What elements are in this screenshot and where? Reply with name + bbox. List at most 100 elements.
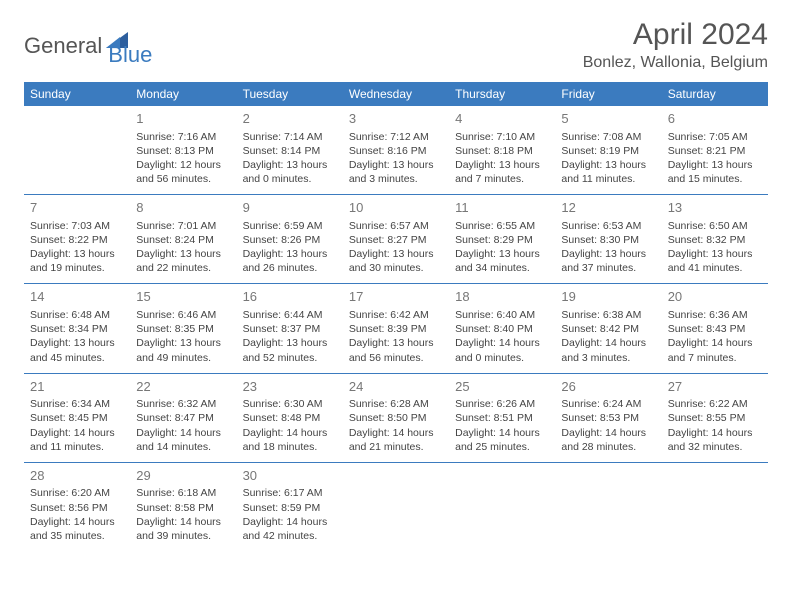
day-number: 9 (243, 199, 337, 217)
sunset-text: Sunset: 8:24 PM (136, 233, 230, 247)
day-number: 1 (136, 110, 230, 128)
sunrise-text: Sunrise: 6:36 AM (668, 308, 762, 322)
day-number: 24 (349, 378, 443, 396)
calendar-row: 1Sunrise: 7:16 AMSunset: 8:13 PMDaylight… (24, 106, 768, 195)
day-number: 5 (561, 110, 655, 128)
sunset-text: Sunset: 8:16 PM (349, 144, 443, 158)
daylight2-text: and 19 minutes. (30, 261, 124, 275)
daylight2-text: and 0 minutes. (455, 351, 549, 365)
day-number: 2 (243, 110, 337, 128)
daylight1-text: Daylight: 13 hours (243, 336, 337, 350)
daylight1-text: Daylight: 14 hours (243, 426, 337, 440)
calendar-cell: 16Sunrise: 6:44 AMSunset: 8:37 PMDayligh… (237, 284, 343, 373)
sunset-text: Sunset: 8:29 PM (455, 233, 549, 247)
calendar-cell: 15Sunrise: 6:46 AMSunset: 8:35 PMDayligh… (130, 284, 236, 373)
logo-text-blue: Blue (108, 42, 152, 68)
calendar-cell: 13Sunrise: 6:50 AMSunset: 8:32 PMDayligh… (662, 195, 768, 284)
day-number: 30 (243, 467, 337, 485)
daylight2-text: and 37 minutes. (561, 261, 655, 275)
daylight1-text: Daylight: 14 hours (30, 515, 124, 529)
day-number: 19 (561, 288, 655, 306)
weekday-header: Tuesday (237, 82, 343, 106)
sunrise-text: Sunrise: 6:17 AM (243, 486, 337, 500)
calendar-cell: 28Sunrise: 6:20 AMSunset: 8:56 PMDayligh… (24, 462, 130, 551)
daylight2-text: and 22 minutes. (136, 261, 230, 275)
day-number: 13 (668, 199, 762, 217)
daylight2-text: and 42 minutes. (243, 529, 337, 543)
sunrise-text: Sunrise: 6:53 AM (561, 219, 655, 233)
title-block: April 2024 Bonlez, Wallonia, Belgium (583, 18, 768, 72)
calendar-cell: 17Sunrise: 6:42 AMSunset: 8:39 PMDayligh… (343, 284, 449, 373)
day-number: 20 (668, 288, 762, 306)
calendar-cell: 20Sunrise: 6:36 AMSunset: 8:43 PMDayligh… (662, 284, 768, 373)
sunrise-text: Sunrise: 6:30 AM (243, 397, 337, 411)
daylight2-text: and 11 minutes. (561, 172, 655, 186)
sunset-text: Sunset: 8:21 PM (668, 144, 762, 158)
calendar-cell: 25Sunrise: 6:26 AMSunset: 8:51 PMDayligh… (449, 373, 555, 462)
sunset-text: Sunset: 8:19 PM (561, 144, 655, 158)
sunset-text: Sunset: 8:40 PM (455, 322, 549, 336)
calendar-cell: 5 Sunrise: 7:08 AMSunset: 8:19 PMDaylight… (555, 106, 661, 195)
sunrise-text: Sunrise: 6:22 AM (668, 397, 762, 411)
sunset-text: Sunset: 8:18 PM (455, 144, 549, 158)
daylight1-text: Daylight: 13 hours (349, 158, 443, 172)
calendar-cell: 24Sunrise: 6:28 AMSunset: 8:50 PMDayligh… (343, 373, 449, 462)
sunrise-text: Sunrise: 6:28 AM (349, 397, 443, 411)
weekday-header: Saturday (662, 82, 768, 106)
daylight1-text: Daylight: 14 hours (30, 426, 124, 440)
daylight2-text: and 26 minutes. (243, 261, 337, 275)
calendar-cell: 26Sunrise: 6:24 AMSunset: 8:53 PMDayligh… (555, 373, 661, 462)
sunrise-text: Sunrise: 6:20 AM (30, 486, 124, 500)
calendar-cell (343, 462, 449, 551)
daylight1-text: Daylight: 14 hours (243, 515, 337, 529)
calendar-table: Sunday Monday Tuesday Wednesday Thursday… (24, 82, 768, 551)
day-number: 21 (30, 378, 124, 396)
sunset-text: Sunset: 8:51 PM (455, 411, 549, 425)
calendar-cell: 4Sunrise: 7:10 AMSunset: 8:18 PMDaylight… (449, 106, 555, 195)
sunset-text: Sunset: 8:22 PM (30, 233, 124, 247)
calendar-row: 21Sunrise: 6:34 AMSunset: 8:45 PMDayligh… (24, 373, 768, 462)
daylight2-text: and 56 minutes. (349, 351, 443, 365)
sunset-text: Sunset: 8:14 PM (243, 144, 337, 158)
daylight1-text: Daylight: 14 hours (668, 426, 762, 440)
daylight2-text: and 52 minutes. (243, 351, 337, 365)
sunset-text: Sunset: 8:30 PM (561, 233, 655, 247)
daylight2-text: and 49 minutes. (136, 351, 230, 365)
sunset-text: Sunset: 8:42 PM (561, 322, 655, 336)
sunset-text: Sunset: 8:55 PM (668, 411, 762, 425)
daylight1-text: Daylight: 14 hours (136, 426, 230, 440)
day-number: 12 (561, 199, 655, 217)
sunrise-text: Sunrise: 6:57 AM (349, 219, 443, 233)
sunrise-text: Sunrise: 7:08 AM (561, 130, 655, 144)
sunset-text: Sunset: 8:59 PM (243, 501, 337, 515)
sunset-text: Sunset: 8:32 PM (668, 233, 762, 247)
calendar-cell: 7Sunrise: 7:03 AMSunset: 8:22 PMDaylight… (24, 195, 130, 284)
daylight1-text: Daylight: 13 hours (561, 247, 655, 261)
calendar-cell: 12 Sunrise: 6:53 AMSunset: 8:30 PMDayligh… (555, 195, 661, 284)
day-number: 8 (136, 199, 230, 217)
calendar-cell: 3Sunrise: 7:12 AMSunset: 8:16 PMDaylight… (343, 106, 449, 195)
sunset-text: Sunset: 8:47 PM (136, 411, 230, 425)
daylight2-text: and 21 minutes. (349, 440, 443, 454)
daylight2-text: and 35 minutes. (30, 529, 124, 543)
header: General Blue April 2024 Bonlez, Wallonia… (24, 18, 768, 72)
sunrise-text: Sunrise: 6:50 AM (668, 219, 762, 233)
calendar-cell: 19Sunrise: 6:38 AMSunset: 8:42 PMDayligh… (555, 284, 661, 373)
location: Bonlez, Wallonia, Belgium (583, 54, 768, 72)
daylight1-text: Daylight: 14 hours (349, 426, 443, 440)
daylight1-text: Daylight: 13 hours (136, 247, 230, 261)
sunset-text: Sunset: 8:26 PM (243, 233, 337, 247)
weekday-header: Thursday (449, 82, 555, 106)
daylight1-text: Daylight: 13 hours (349, 336, 443, 350)
daylight1-text: Daylight: 14 hours (455, 336, 549, 350)
daylight1-text: Daylight: 13 hours (561, 158, 655, 172)
calendar-cell: 1Sunrise: 7:16 AMSunset: 8:13 PMDaylight… (130, 106, 236, 195)
sunset-text: Sunset: 8:45 PM (30, 411, 124, 425)
calendar-cell: 8Sunrise: 7:01 AMSunset: 8:24 PMDaylight… (130, 195, 236, 284)
daylight2-text: and 34 minutes. (455, 261, 549, 275)
sunrise-text: Sunrise: 7:05 AM (668, 130, 762, 144)
sunset-text: Sunset: 8:56 PM (30, 501, 124, 515)
day-number: 23 (243, 378, 337, 396)
day-number: 26 (561, 378, 655, 396)
sunrise-text: Sunrise: 6:18 AM (136, 486, 230, 500)
